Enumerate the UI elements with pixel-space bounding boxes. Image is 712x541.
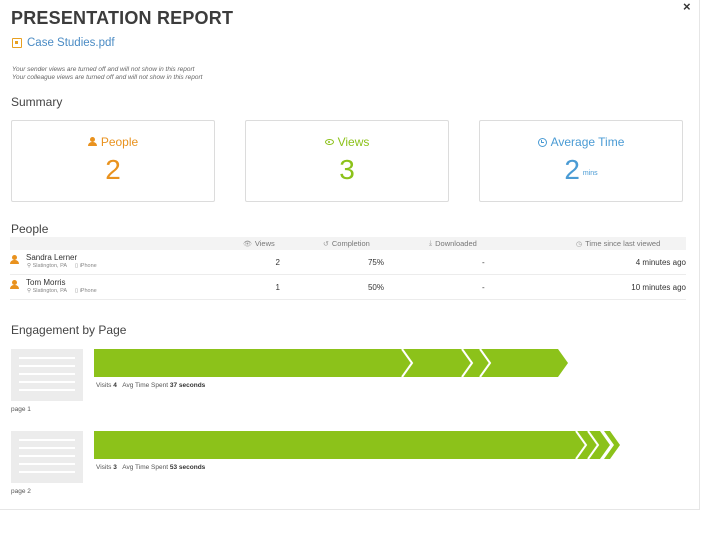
file-name[interactable]: Case Studies.pdf bbox=[27, 37, 115, 49]
person-location: Slatington, PA bbox=[32, 263, 68, 269]
eye-icon: 👁 bbox=[243, 240, 252, 248]
phone-icon: ▯ bbox=[75, 288, 80, 294]
time-since-cell: 10 minutes ago bbox=[631, 283, 686, 292]
downloaded-cell: - bbox=[482, 258, 485, 267]
close-icon[interactable]: × bbox=[683, 0, 691, 14]
clock-icon: ◷ bbox=[576, 240, 583, 248]
clock-icon bbox=[537, 137, 547, 147]
presentation-report-modal: × PRESENTATION REPORT Case Studies.pdf Y… bbox=[0, 0, 700, 510]
completion-column-header[interactable]: ↺ Completion bbox=[323, 239, 370, 248]
people-count: 2 bbox=[105, 154, 121, 185]
file-icon bbox=[12, 38, 22, 48]
avg-time-value: 37 seconds bbox=[169, 382, 206, 389]
downloaded-column-header[interactable]: ⤓ Downloaded bbox=[429, 239, 477, 248]
engagement-bar-separator bbox=[479, 348, 492, 378]
person-device: iPhone bbox=[79, 288, 97, 294]
person-icon bbox=[87, 137, 97, 147]
average-time-value: 2 bbox=[564, 154, 580, 185]
engagement-bar bbox=[94, 430, 620, 460]
page-title: PRESENTATION REPORT bbox=[11, 8, 234, 28]
downloaded-cell: - bbox=[482, 283, 485, 292]
eye-icon bbox=[324, 139, 334, 145]
engagement-bar-tip bbox=[604, 431, 620, 459]
average-time-unit: mins bbox=[582, 170, 598, 177]
phone-icon: ▯ bbox=[75, 263, 80, 269]
views-label: Views bbox=[337, 135, 370, 149]
people-label: People bbox=[100, 135, 139, 149]
visits-value: 3 bbox=[113, 464, 117, 471]
person-device: iPhone bbox=[79, 263, 97, 269]
engagement-heading: Engagement by Page bbox=[11, 323, 127, 337]
file-link[interactable]: Case Studies.pdf bbox=[12, 37, 115, 49]
avg-time-value: 53 seconds bbox=[169, 464, 206, 471]
person-name[interactable]: Sandra Lerner bbox=[26, 253, 78, 262]
engagement-bar-separator bbox=[401, 348, 414, 378]
completion-cell: 50% bbox=[367, 283, 384, 292]
location-pin-icon: ⚲ bbox=[27, 288, 33, 294]
person-icon bbox=[10, 255, 19, 265]
page-thumbnail[interactable] bbox=[11, 431, 83, 483]
views-column-header[interactable]: 👁 Views bbox=[243, 239, 275, 248]
views-count: 3 bbox=[339, 154, 355, 185]
engagement-bar bbox=[94, 348, 568, 378]
average-time-card: Average Time 2 mins bbox=[479, 120, 683, 202]
visits-value: 4 bbox=[113, 382, 117, 389]
page-thumbnail[interactable] bbox=[11, 349, 83, 401]
engagement-bar-separator bbox=[461, 348, 474, 378]
time-since-column-header[interactable]: ◷ Time since last viewed bbox=[576, 239, 661, 248]
average-time-label: Average Time bbox=[550, 135, 625, 149]
page-stats: Visits 4 Avg Time Spent 37 seconds bbox=[96, 382, 206, 389]
page-label: page 2 bbox=[11, 488, 31, 495]
engagement-bar-separator bbox=[575, 430, 588, 460]
colleague-views-note: Your colleague views are turned off and … bbox=[12, 74, 203, 81]
page-label: page 1 bbox=[11, 406, 31, 413]
people-card: People 2 bbox=[11, 120, 215, 202]
history-icon: ↺ bbox=[323, 240, 329, 248]
download-icon: ⤓ bbox=[429, 239, 433, 247]
table-row[interactable]: Tom Morris ⚲ Slatington, PA ▯ iPhone 1 5… bbox=[10, 275, 686, 300]
completion-cell: 75% bbox=[367, 258, 384, 267]
location-pin-icon: ⚲ bbox=[27, 263, 33, 269]
people-table: 👁 Views ↺ Completion ⤓ Downloaded ◷ Time… bbox=[10, 237, 686, 300]
person-location: Slatington, PA bbox=[32, 288, 68, 294]
people-heading: People bbox=[11, 222, 49, 236]
table-row[interactable]: Sandra Lerner ⚲ Slatington, PA ▯ iPhone … bbox=[10, 250, 686, 275]
page-stats: Visits 3 Avg Time Spent 53 seconds bbox=[96, 464, 206, 471]
engagement-bar-fill bbox=[94, 431, 610, 459]
sender-views-note: Your sender views are turned off and wil… bbox=[12, 66, 195, 73]
table-header: 👁 Views ↺ Completion ⤓ Downloaded ◷ Time… bbox=[10, 237, 686, 250]
views-card: Views 3 bbox=[245, 120, 449, 202]
views-cell: 2 bbox=[275, 258, 280, 267]
visibility-notes: Your sender views are turned off and wil… bbox=[12, 66, 202, 82]
engagement-bar-separator bbox=[587, 430, 600, 460]
views-cell: 1 bbox=[275, 283, 280, 292]
person-icon bbox=[10, 280, 19, 290]
time-since-cell: 4 minutes ago bbox=[635, 258, 686, 267]
engagement-bar-fill bbox=[94, 349, 568, 377]
summary-heading: Summary bbox=[11, 95, 63, 109]
person-name[interactable]: Tom Morris bbox=[26, 278, 66, 287]
